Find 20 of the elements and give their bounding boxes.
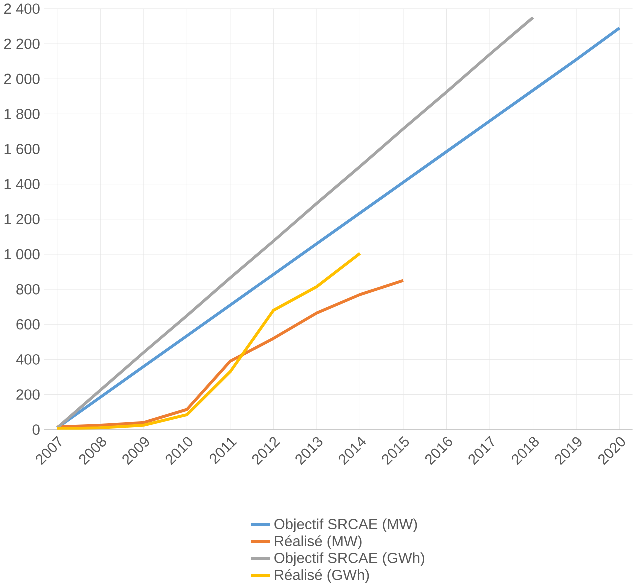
- legend-label: Réalisé (MW): [275, 535, 362, 550]
- y-tick-label: 1 200: [4, 214, 40, 224]
- y-tick-label: 0: [32, 424, 40, 435]
- y-tick-label: 1 000: [4, 249, 40, 260]
- y-tick-label: 200: [16, 389, 40, 400]
- y-tick-label: 2 200: [4, 38, 40, 50]
- y-tick-label: 1 800: [4, 108, 40, 120]
- y-tick-label: 2 400: [4, 4, 40, 14]
- legend-label: Objectif SRCAE (MW): [274, 518, 418, 532]
- y-tick-label: 800: [16, 284, 40, 295]
- legend-label: Réalisé (GWh): [275, 569, 370, 584]
- y-tick-label: 1 400: [4, 178, 40, 190]
- y-tick-label: 2 000: [4, 74, 40, 84]
- y-tick-label: 400: [16, 354, 40, 365]
- y-tick-label: 1 600: [4, 144, 40, 154]
- legend-label: Objectif SRCAE (GWh): [274, 552, 424, 566]
- line-series: [56, 279, 405, 428]
- line-series: [56, 16, 535, 430]
- y-tick-label: 600: [16, 319, 40, 330]
- line-series: [56, 252, 362, 430]
